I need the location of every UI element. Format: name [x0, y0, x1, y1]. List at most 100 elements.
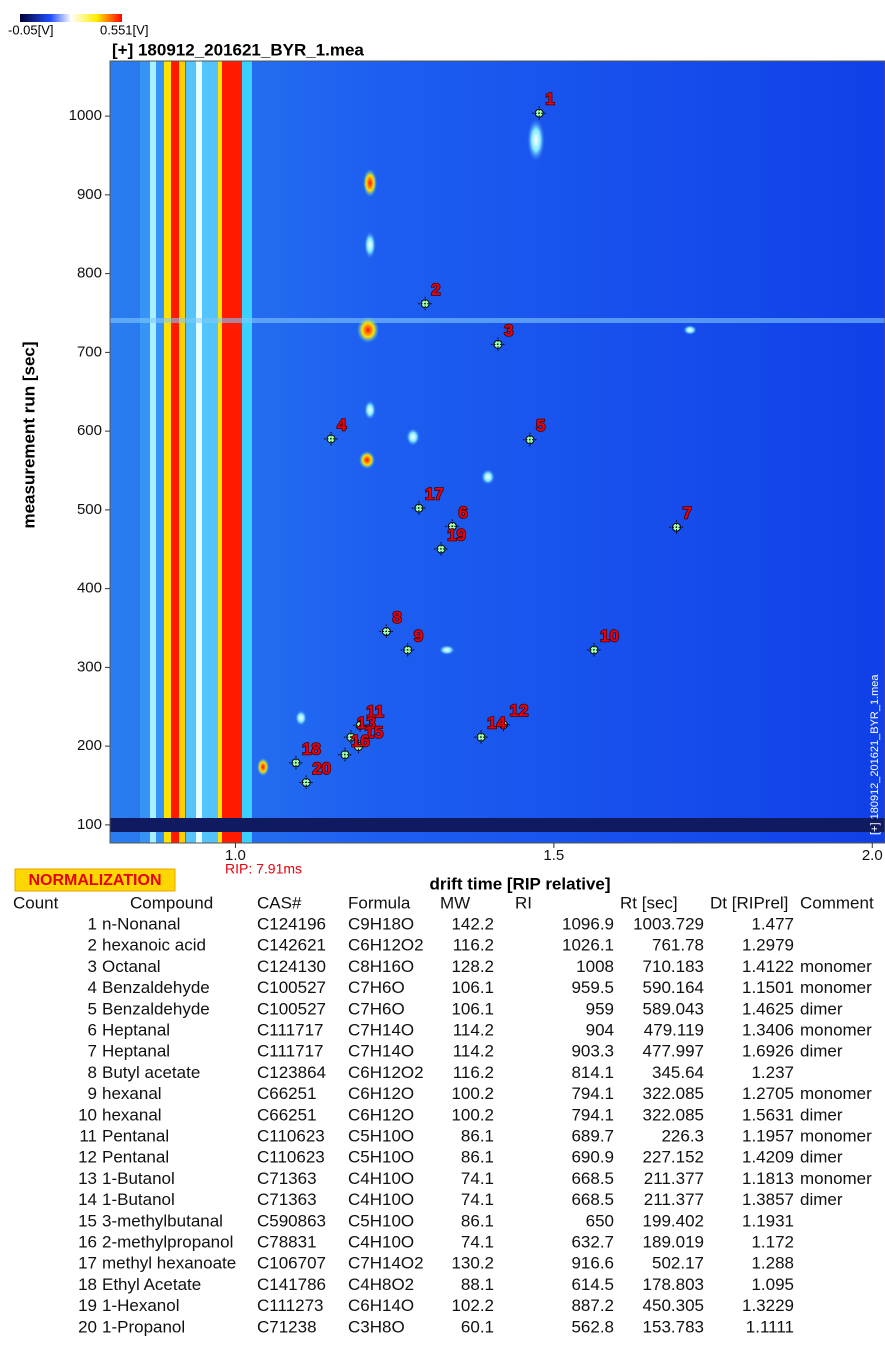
- table-cell: 60.1: [461, 1317, 494, 1336]
- y-tick-label: 200: [77, 737, 102, 754]
- table-cell: C5H10O: [348, 1211, 414, 1230]
- table-cell: 614.5: [571, 1275, 614, 1294]
- table-cell: 1.5631: [742, 1105, 794, 1124]
- table-cell: C6H12O: [348, 1084, 414, 1103]
- table-cell: 15: [78, 1211, 97, 1230]
- table-cell: 1.1813: [742, 1169, 794, 1188]
- peak-label: 3: [504, 321, 513, 340]
- table-cell: C6H12O2: [348, 1063, 424, 1082]
- table-cell: C9H18O: [348, 914, 414, 933]
- table-cell: 18: [78, 1275, 97, 1294]
- table-cell: 1.6926: [742, 1042, 794, 1061]
- table-cell: 102.2: [451, 1296, 494, 1315]
- table-cell: C142621: [257, 936, 326, 955]
- table-cell: 1.288: [751, 1254, 794, 1273]
- table-cell: 959.5: [571, 978, 614, 997]
- table-cell: Heptanal: [102, 1042, 170, 1061]
- table-cell: Heptanal: [102, 1020, 170, 1039]
- table-cell: 7: [88, 1042, 97, 1061]
- peak-label: 11: [366, 702, 384, 721]
- plot-title: [+] 180912_201621_BYR_1.mea: [112, 40, 364, 59]
- table-cell: 16: [78, 1232, 97, 1251]
- table-cell: 450.305: [643, 1296, 704, 1315]
- table-cell: 502.17: [652, 1254, 704, 1273]
- file-watermark: [+] 180912_201621_BYR_1.mea: [869, 674, 881, 835]
- table-cell: 17: [78, 1254, 97, 1273]
- table-cell: C4H10O: [348, 1232, 414, 1251]
- table-cell: 142.2: [451, 914, 494, 933]
- column-header: MW: [440, 893, 470, 912]
- column-header: Rt [sec]: [620, 893, 678, 912]
- table-cell: 189.019: [643, 1232, 704, 1251]
- table-cell: 322.085: [643, 1105, 704, 1124]
- table-cell: 2-methylpropanol: [102, 1232, 233, 1251]
- table-cell: C111717: [257, 1042, 323, 1061]
- table-cell: 1.477: [751, 914, 794, 933]
- table-cell: 814.1: [571, 1063, 614, 1082]
- peak-label: 14: [487, 714, 506, 733]
- table-cell: 668.5: [571, 1190, 614, 1209]
- table-cell: 86.1: [461, 1126, 494, 1145]
- table-cell: 710.183: [643, 957, 704, 976]
- table-cell: 589.043: [643, 999, 704, 1018]
- table-cell: 6: [88, 1020, 97, 1039]
- table-cell: 86.1: [461, 1148, 494, 1167]
- peak-label: 1: [545, 90, 554, 109]
- table-cell: 689.7: [571, 1126, 614, 1145]
- rip-label: RIP: 7.91ms: [225, 861, 302, 877]
- peak-label: 15: [364, 723, 383, 742]
- table-cell: 10: [78, 1105, 97, 1124]
- table-cell: 74.1: [461, 1190, 494, 1209]
- table-cell: 690.9: [571, 1148, 614, 1167]
- table-cell: C4H10O: [348, 1169, 414, 1188]
- table-cell: 903.3: [571, 1042, 614, 1061]
- table-cell: 8: [88, 1063, 97, 1082]
- table-cell: 226.3: [661, 1126, 704, 1145]
- table-cell: 1.3406: [742, 1020, 794, 1039]
- table-cell: C5H10O: [348, 1148, 414, 1167]
- table-cell: 477.997: [643, 1042, 704, 1061]
- table-cell: C106707: [257, 1254, 326, 1273]
- table-cell: C78831: [257, 1232, 317, 1251]
- table-cell: 14: [78, 1190, 97, 1209]
- table-cell: C590863: [257, 1211, 326, 1230]
- y-tick-label: 1000: [69, 107, 102, 124]
- table-cell: 916.6: [571, 1254, 614, 1273]
- x-axis-label: drift time [RIP relative]: [429, 874, 610, 893]
- y-tick-label: 300: [77, 658, 102, 675]
- table-cell: 12: [78, 1148, 97, 1167]
- table-cell: dimer: [800, 999, 843, 1018]
- table-cell: 1.172: [751, 1232, 794, 1251]
- table-cell: 794.1: [571, 1105, 614, 1124]
- peak-label: 7: [683, 504, 692, 523]
- table-cell: Pentanal: [102, 1148, 169, 1167]
- table-cell: C7H14O: [348, 1042, 414, 1061]
- table-cell: C6H12O2: [348, 936, 424, 955]
- table-cell: 4: [88, 978, 97, 997]
- table-cell: 86.1: [461, 1211, 494, 1230]
- table-cell: C141786: [257, 1275, 326, 1294]
- table-cell: C7H6O: [348, 999, 405, 1018]
- table-cell: 116.2: [453, 1063, 494, 1082]
- table-cell: 562.8: [571, 1317, 614, 1336]
- table-cell: 1.237: [751, 1063, 794, 1082]
- table-cell: 1.4209: [742, 1148, 794, 1167]
- table-cell: C124196: [257, 914, 326, 933]
- table-cell: methyl hexanoate: [102, 1254, 236, 1273]
- table-cell: 88.1: [461, 1275, 494, 1294]
- table-cell: 116.2: [453, 936, 494, 955]
- peak-label: 13: [357, 714, 376, 733]
- table-cell: C7H14O2: [348, 1254, 424, 1273]
- table-cell: dimer: [800, 1042, 843, 1061]
- y-tick-label: 400: [77, 580, 102, 597]
- table-cell: monomer: [800, 978, 872, 997]
- table-cell: 178.803: [643, 1275, 704, 1294]
- table-cell: 3: [88, 957, 97, 976]
- table-cell: 2: [88, 936, 97, 955]
- table-cell: C111273: [257, 1296, 323, 1315]
- y-axis-label: measurement run [sec]: [19, 341, 38, 528]
- x-tick-label: 1.5: [543, 847, 564, 864]
- table-cell: 904: [586, 1020, 614, 1039]
- table-cell: Benzaldehyde: [102, 978, 210, 997]
- table-cell: 130.2: [451, 1254, 494, 1273]
